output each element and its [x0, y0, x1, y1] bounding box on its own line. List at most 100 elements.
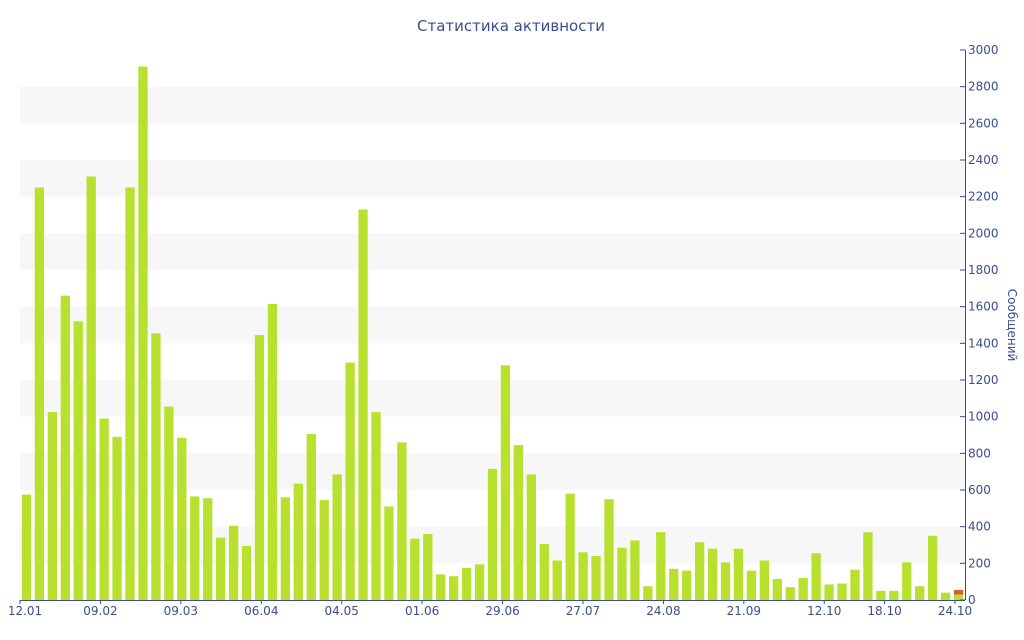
bar — [47, 412, 58, 600]
bar — [177, 437, 187, 600]
bar — [513, 445, 524, 600]
grid-band — [20, 380, 965, 417]
y-tick-label: 2600 — [968, 116, 999, 130]
y-tick-label: 1200 — [968, 373, 999, 387]
bar — [267, 303, 278, 600]
bar — [940, 592, 951, 600]
bar — [138, 66, 148, 600]
bar — [500, 365, 511, 600]
y-tick-label: 2800 — [968, 80, 999, 94]
bar — [371, 412, 381, 600]
bar — [707, 548, 718, 600]
x-tick-label: 09.03 — [164, 604, 198, 618]
bar — [21, 494, 32, 600]
y-tick-label: 3000 — [968, 43, 999, 57]
bar — [927, 535, 938, 600]
bars — [21, 66, 964, 600]
axes — [20, 50, 966, 601]
bar — [280, 497, 291, 600]
y-tick-label: 2200 — [968, 190, 999, 204]
grid-bands — [20, 86, 965, 564]
y-tick-label: 0 — [968, 593, 976, 607]
bar — [241, 545, 252, 600]
x-tick-label: 01.06 — [405, 604, 439, 618]
bar — [720, 562, 731, 600]
bar — [863, 532, 873, 600]
y-tick-label: 2000 — [968, 226, 999, 240]
y-axis-ticks: 0 200 400 600 800 1000 1200 1400 1600 1800 2000 220… — [960, 43, 999, 607]
bar — [824, 584, 834, 600]
bar — [319, 500, 329, 600]
bar — [953, 594, 964, 600]
bar — [203, 498, 213, 600]
bar — [552, 560, 562, 600]
bar — [604, 499, 614, 600]
y-tick-label: 1800 — [968, 263, 999, 277]
x-tick-label: 09.02 — [83, 604, 117, 618]
bar — [34, 187, 45, 600]
bar — [436, 574, 446, 600]
bar — [474, 564, 485, 600]
bar — [902, 562, 912, 600]
x-tick-label: 12.10 — [807, 604, 841, 618]
x-tick-label: 24.10 — [938, 604, 972, 618]
x-tick-label: 27.07 — [566, 604, 600, 618]
grid-band — [20, 86, 965, 124]
x-tick-label: 21.09 — [727, 604, 761, 618]
bar — [682, 570, 692, 600]
bar — [772, 578, 782, 600]
bar — [591, 556, 601, 600]
grid-band — [20, 306, 965, 344]
bar — [384, 506, 394, 600]
bar — [60, 295, 70, 600]
bar — [733, 548, 744, 600]
bar — [423, 534, 433, 600]
x-tick-label: 29.06 — [485, 604, 519, 618]
bar — [746, 570, 757, 600]
bar — [215, 537, 226, 600]
y-tick-label: 400 — [968, 520, 991, 534]
bar — [811, 553, 821, 600]
bar — [86, 176, 96, 600]
bar — [73, 321, 83, 600]
bar — [228, 525, 239, 600]
bar — [125, 187, 135, 600]
y-tick-label: 1600 — [968, 300, 999, 314]
bar — [526, 474, 536, 600]
grid-band — [20, 233, 965, 270]
y-tick-label: 800 — [968, 446, 991, 460]
bar — [461, 567, 472, 600]
bar — [915, 586, 925, 600]
bar — [332, 474, 342, 600]
bar — [345, 362, 355, 600]
bar — [850, 569, 860, 600]
bar — [785, 587, 795, 600]
y-tick-label: 600 — [968, 483, 991, 497]
y-tick-label: 1000 — [968, 410, 999, 424]
grid-band — [20, 160, 965, 197]
bar — [539, 544, 549, 600]
bar — [164, 406, 174, 600]
y-tick-label: 2400 — [968, 153, 999, 167]
bar — [449, 576, 459, 600]
bar — [565, 493, 575, 600]
bar — [293, 483, 303, 600]
x-tick-label: 12.01 — [8, 604, 42, 618]
x-axis-ticks: 12.01 09.02 09.03 06.04 04.05 01.06 29.06 27.07… — [8, 600, 972, 618]
bar — [410, 538, 420, 600]
bar — [151, 333, 161, 600]
bar — [617, 547, 627, 600]
bar — [876, 590, 886, 600]
bar — [578, 552, 588, 600]
x-tick-label: 04.05 — [325, 604, 359, 618]
bar — [837, 583, 847, 600]
bar — [694, 542, 705, 600]
bar — [487, 468, 498, 600]
bar — [99, 418, 109, 600]
bar — [759, 560, 770, 600]
bar — [669, 568, 679, 600]
bar — [798, 578, 808, 600]
bar — [397, 442, 407, 600]
x-tick-label: 24.08 — [646, 604, 680, 618]
